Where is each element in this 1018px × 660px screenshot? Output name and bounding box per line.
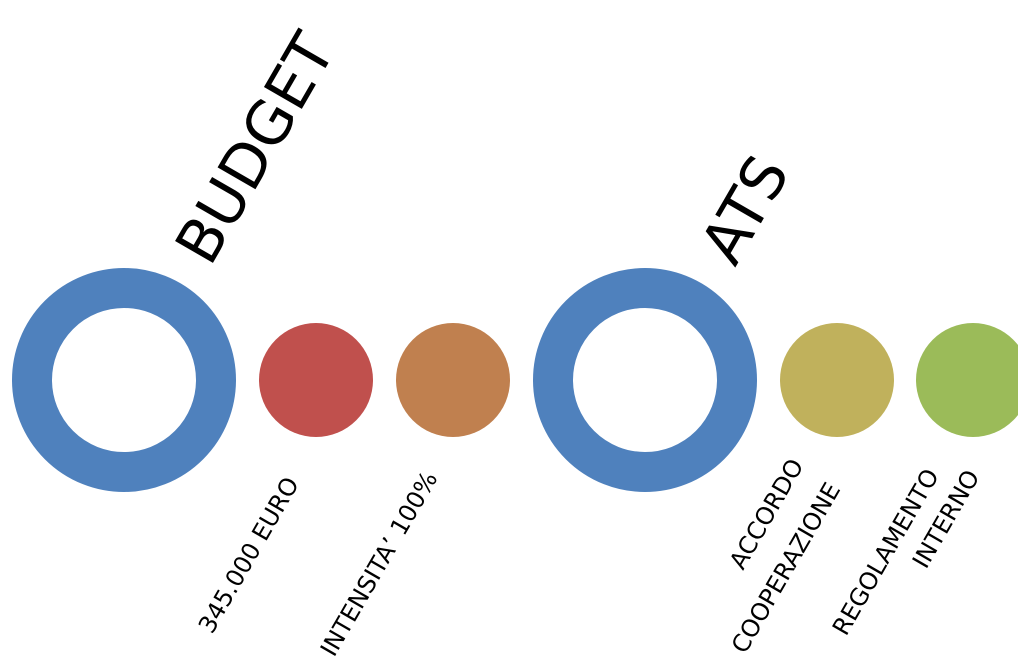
ats-group: ATS ACCORDO COOPERAZIONE REGOLAMENTO INT… — [533, 144, 1018, 658]
budget-title: BUDGET — [162, 22, 349, 276]
euro-dot — [259, 323, 373, 437]
budget-group: BUDGET 345.000 EURO INTENSITA’ 100% — [12, 22, 510, 660]
accordo-dot — [780, 323, 894, 437]
ats-ring — [533, 268, 757, 492]
intensita-dot — [396, 323, 510, 437]
intensita-label: INTENSITA’ 100% — [315, 467, 443, 660]
regolamento-dot — [916, 323, 1018, 437]
ats-title: ATS — [687, 144, 803, 275]
budget-ring — [12, 268, 236, 492]
euro-label: 345.000 EURO — [193, 472, 305, 638]
